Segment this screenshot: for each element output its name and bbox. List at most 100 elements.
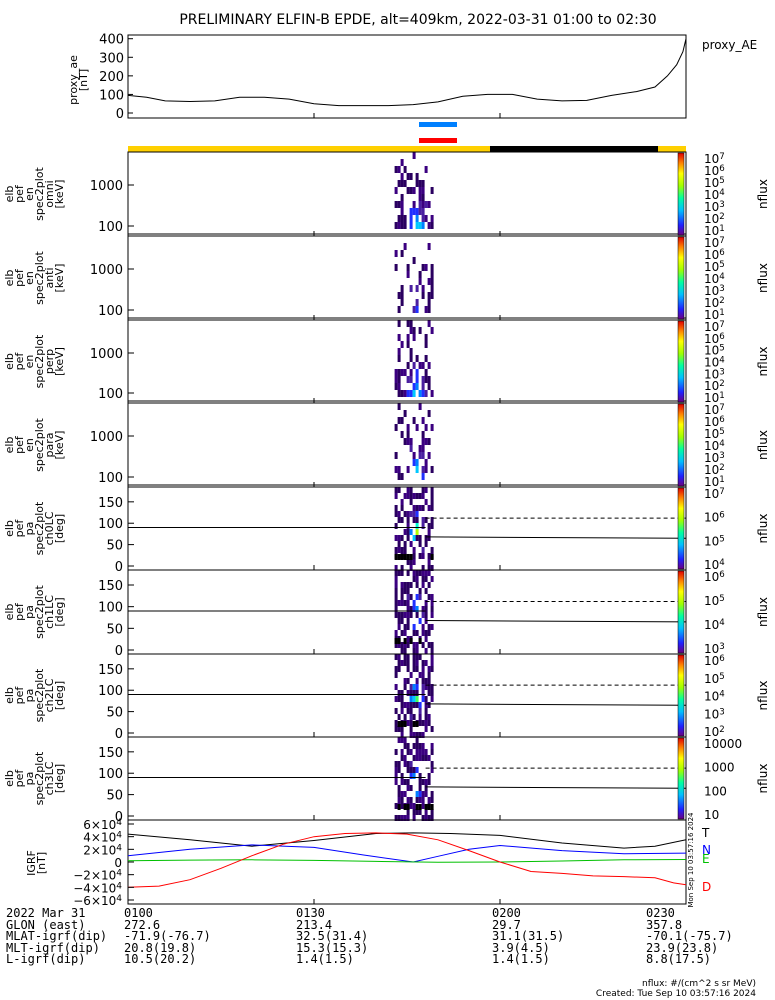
proxy-ae-frame	[127, 34, 687, 119]
spectrogram-cell	[412, 327, 416, 334]
spectrogram-cell	[409, 696, 413, 702]
spectrogram-cell	[430, 487, 434, 493]
spectrogram-cell	[427, 529, 431, 535]
spectrogram-cell	[403, 166, 407, 173]
loss-cone-line	[425, 703, 687, 706]
ylabel-line: [nT]	[77, 69, 90, 91]
spectrogram-cell	[430, 660, 434, 666]
spectrogram-cell	[412, 383, 416, 390]
spectrogram-cell	[409, 369, 413, 376]
ylabel-line: elb	[3, 270, 16, 287]
spectrogram-cell	[412, 493, 416, 499]
panel-frames: 4003002001000proxy_ae[nT]proxy_AEelbpefe…	[3, 33, 770, 908]
spectrogram-cell	[421, 630, 425, 636]
ytick-label: 100	[98, 684, 123, 699]
spectrogram-cell	[397, 487, 401, 493]
spectrogram-cell	[418, 791, 422, 797]
spectrogram-cell	[421, 466, 425, 473]
spectrogram-cell	[397, 547, 401, 553]
spectrogram-cell	[400, 773, 404, 779]
spectrogram-cell	[418, 278, 422, 285]
spectrogram-cell	[412, 702, 416, 708]
spectrogram-cell	[403, 547, 407, 553]
spectrogram-cell	[409, 208, 413, 215]
spectrogram-cell	[403, 529, 407, 535]
spectrogram-cell	[412, 606, 416, 612]
spectrogram-cell	[400, 369, 404, 376]
spectrogram-cell	[394, 369, 398, 376]
spectrogram-cell	[409, 612, 413, 618]
ytick-label: 100	[98, 767, 123, 782]
igrf-series-E	[127, 859, 687, 863]
spectrogram-cell	[427, 452, 431, 459]
colorbar-tick-label: 106	[704, 570, 725, 584]
spectrogram-cell	[397, 761, 401, 767]
spectrogram-cell	[415, 383, 419, 390]
spectrogram-cell	[412, 660, 416, 666]
ylabel-line: en	[23, 187, 36, 201]
spectrogram-cell	[418, 541, 422, 547]
spectrogram-cell	[415, 809, 419, 815]
colorbar-tick-label: 106	[704, 164, 725, 178]
spectrogram-cell	[406, 341, 410, 348]
spectrogram-cell	[409, 638, 413, 644]
spectrogram-cell	[409, 285, 413, 292]
spectrogram-cell	[406, 271, 410, 278]
spectrogram-cell	[406, 173, 410, 180]
ylabel-line: IGRF	[25, 850, 38, 876]
spectrogram-cell	[424, 804, 428, 810]
spectrogram-cell	[421, 606, 425, 612]
spectrogram-cell	[403, 684, 407, 690]
spectrogram-cell	[403, 624, 407, 630]
spectrogram-cell	[394, 250, 398, 257]
spectrogram-cell	[406, 438, 410, 445]
colorbar-label: nflux	[756, 430, 770, 460]
colorbar-label: nflux	[756, 764, 770, 794]
colorbar-tick-label: 104	[704, 690, 725, 704]
spectrogram-cell	[427, 376, 431, 383]
spectrogram-cell	[397, 638, 401, 644]
spectrogram-cell	[415, 285, 419, 292]
footer-value: 20.8(19.8)	[124, 940, 197, 955]
footer-value: 32.5(31.4)	[296, 929, 369, 944]
spectrogram-cell	[403, 743, 407, 749]
spectrogram-cell	[400, 726, 404, 732]
spectrogram-cell	[400, 222, 404, 229]
ylabel-line: elb	[3, 353, 16, 370]
footer-value: 23.9(23.8)	[646, 940, 719, 955]
spectrogram-cell	[415, 535, 419, 541]
ytick-label: 0	[115, 644, 123, 659]
spectrogram-cell	[412, 576, 416, 582]
ylabel-line: ch3LC	[43, 761, 56, 795]
spectrogram-cell	[409, 511, 413, 517]
ytick-label: 1000	[90, 179, 123, 194]
spectrogram-cell	[421, 362, 425, 369]
spectrogram-cell	[418, 222, 422, 229]
spectrogram-cell	[430, 187, 434, 194]
spectrogram-cell	[394, 630, 398, 636]
footer-value: 357.8	[646, 917, 683, 932]
spectrogram-cell	[406, 487, 410, 493]
spectrogram-cell	[430, 327, 434, 334]
spectrogram-cell	[421, 660, 425, 666]
spectrogram-cell	[418, 327, 422, 334]
loss-cone-line	[425, 786, 687, 789]
ytick-label: 100	[98, 387, 123, 402]
spectrogram-cell	[430, 285, 434, 292]
spectrogram-cell	[421, 487, 425, 493]
ylabel-line: spec2plot	[33, 751, 46, 805]
ylabel-line: proxy_ae	[67, 55, 80, 105]
spectrogram-cell	[412, 755, 416, 761]
spectrogram-cell	[424, 499, 428, 505]
spectrogram-cell	[424, 541, 428, 547]
spectrogram-cell	[400, 791, 404, 797]
ylabel-line: [nT]	[35, 852, 48, 874]
spectrogram-cell	[424, 588, 428, 594]
spectrogram-cell	[412, 535, 416, 541]
footer-value: 272.6	[124, 917, 161, 932]
spectrogram-cell	[412, 696, 416, 702]
spectrogram-cell	[406, 797, 410, 803]
spectrogram-cell	[400, 201, 404, 208]
